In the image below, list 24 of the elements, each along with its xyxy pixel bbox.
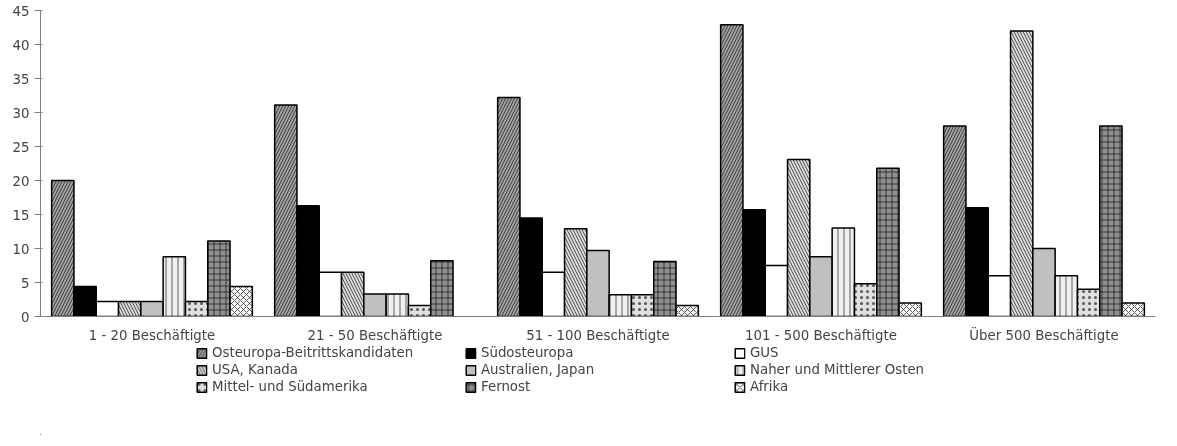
legend-label: GUS <box>750 345 780 360</box>
legend-label: Fernost <box>481 379 532 394</box>
x-tick-label: 51 - 100 Beschäftigte <box>526 327 670 343</box>
legend-label: Afrika <box>750 379 790 394</box>
y-tick-label: 10 <box>12 241 30 257</box>
y-tick-label: 5 <box>21 275 30 291</box>
y-tick-label: 15 <box>12 207 30 223</box>
x-tick-label: 101 - 500 Beschäftigte <box>745 327 897 343</box>
legend-label: Mittel- und Südamerika <box>212 379 369 394</box>
legend-label: Südosteuropa <box>481 345 575 360</box>
y-tick-label: 25 <box>12 139 30 155</box>
x-tick-label: Über 500 Beschäftigte <box>969 325 1119 343</box>
legend-label: Australien, Japan <box>481 362 596 377</box>
y-tick-label: 45 <box>12 3 30 19</box>
legend-label: Osteuropa-Beitrittskandidaten <box>212 345 415 360</box>
y-tick-label: 20 <box>12 173 30 189</box>
y-tick-label: 30 <box>12 105 30 121</box>
legend-label: USA, Kanada <box>212 362 299 377</box>
legend-label: Naher und Mittlerer Osten <box>750 362 926 377</box>
y-tick-label: 40 <box>12 37 30 53</box>
y-tick-label: 35 <box>12 71 30 87</box>
x-tick-label: 21 - 50 Beschäftigte <box>307 327 443 343</box>
x-tick-label: 1 - 20 Beschäftigte <box>88 327 216 343</box>
y-tick-label: 0 <box>21 309 30 325</box>
